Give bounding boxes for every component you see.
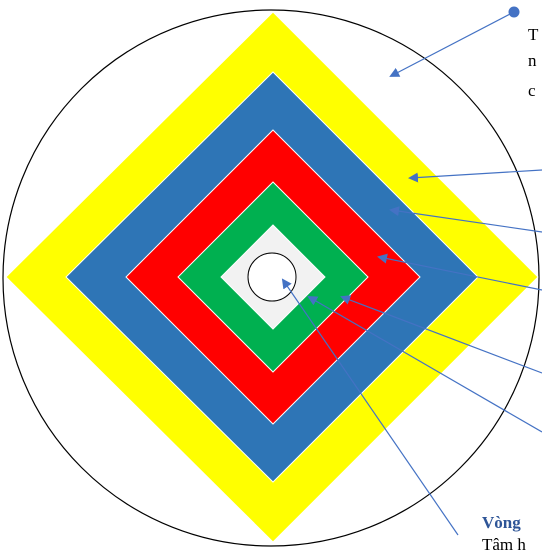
label-cut-top-1: T bbox=[528, 25, 539, 44]
arrow-group bbox=[281, 11, 542, 536]
arrow-red-zone bbox=[377, 253, 542, 291]
label-cut-top-2: n bbox=[528, 51, 537, 70]
arrow-yellow-zone bbox=[408, 169, 542, 183]
arrow-green-zone bbox=[340, 295, 542, 374]
label-cut-bottom-text: Tâm h bbox=[482, 535, 526, 553]
bullet-dot bbox=[508, 6, 520, 18]
arrow-outer-zone bbox=[389, 11, 515, 77]
label-cut-top-3: c bbox=[528, 81, 536, 100]
arrow-blue-zone bbox=[389, 206, 542, 233]
arrow-center-square bbox=[307, 295, 542, 433]
arrow-center-circle bbox=[281, 278, 459, 536]
center-circle bbox=[247, 252, 297, 302]
label-cut-bottom-title: Vòng bbox=[482, 513, 521, 532]
